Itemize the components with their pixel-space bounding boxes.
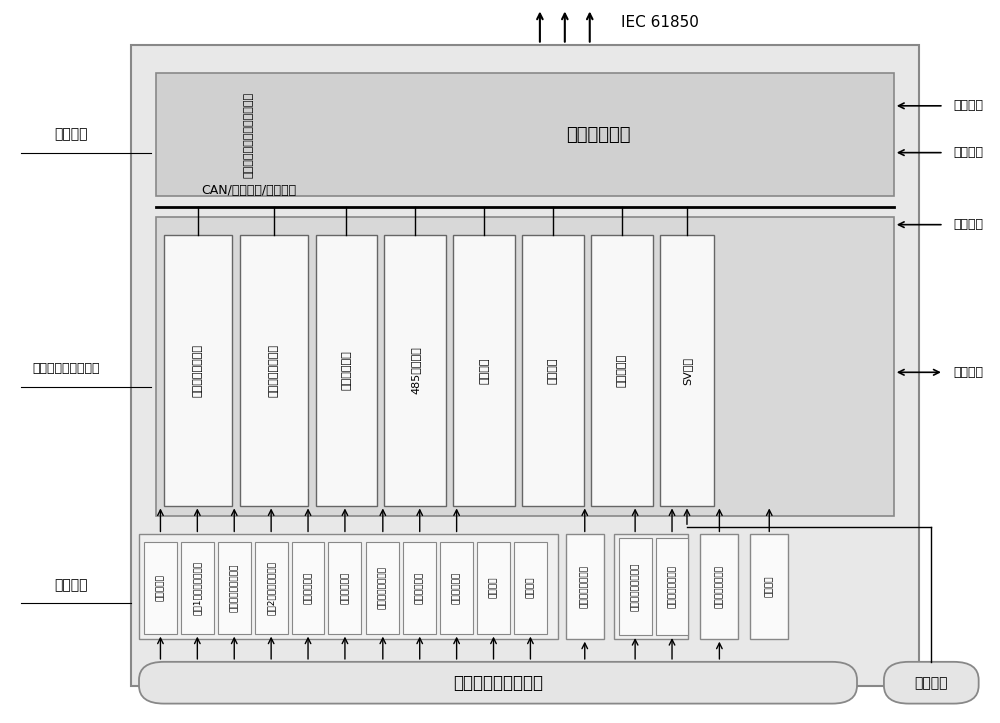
FancyBboxPatch shape	[884, 662, 979, 703]
FancyBboxPatch shape	[156, 74, 894, 196]
Text: 操动机构监测组件: 操动机构监测组件	[193, 344, 203, 397]
Text: 指示灯组件: 指示灯组件	[617, 354, 627, 387]
FancyBboxPatch shape	[660, 236, 714, 505]
FancyBboxPatch shape	[240, 236, 308, 505]
Text: 人机交互: 人机交互	[954, 366, 984, 379]
FancyBboxPatch shape	[566, 534, 604, 639]
FancyBboxPatch shape	[453, 236, 515, 505]
Text: 开入组件: 开入组件	[479, 357, 489, 384]
Text: 模型注入: 模型注入	[954, 146, 984, 159]
FancyBboxPatch shape	[477, 542, 510, 634]
Text: 断路器操作计数器: 断路器操作计数器	[668, 565, 677, 608]
Text: 合并单元: 合并单元	[915, 676, 948, 690]
FancyBboxPatch shape	[591, 236, 653, 505]
Text: 开出组件: 开出组件	[548, 357, 558, 384]
Text: 告警节点: 告警节点	[765, 576, 774, 597]
FancyBboxPatch shape	[144, 542, 177, 634]
FancyBboxPatch shape	[292, 542, 324, 634]
FancyBboxPatch shape	[656, 538, 688, 636]
Text: 机电流传感器: 机电流传感器	[304, 571, 313, 604]
FancyBboxPatch shape	[522, 236, 584, 505]
Text: 辅助节点: 辅助节点	[489, 577, 498, 599]
Text: 配置注入: 配置注入	[954, 218, 984, 231]
FancyBboxPatch shape	[131, 45, 919, 685]
Text: 直流监测组件: 直流监测组件	[341, 351, 351, 390]
Text: 分闸2线圈电流传感器: 分闸2线圈电流传感器	[267, 560, 276, 615]
Text: 信息管理: 信息管理	[54, 128, 88, 142]
Text: 分闸1线圈电流传感器: 分闸1线圈电流传感器	[193, 560, 202, 615]
Text: 辅助节点状态: 辅助节点状态	[340, 571, 349, 604]
Text: 控制回路电压传感器: 控制回路电压传感器	[631, 562, 640, 611]
FancyBboxPatch shape	[218, 542, 251, 634]
Text: 行程传感器: 行程传感器	[156, 574, 165, 601]
Text: SV组件: SV组件	[682, 356, 692, 385]
Text: 开关状态: 开关状态	[526, 577, 535, 599]
FancyBboxPatch shape	[750, 534, 788, 639]
FancyBboxPatch shape	[403, 542, 436, 634]
Text: 信号变送: 信号变送	[54, 578, 88, 591]
Text: 辅助节点状态: 辅助节点状态	[415, 571, 424, 604]
Text: CAN/高速串口/对时总线: CAN/高速串口/对时总线	[201, 184, 296, 197]
FancyBboxPatch shape	[366, 542, 399, 634]
Text: 断路器机械特性状态监测装置: 断路器机械特性状态监测装置	[244, 92, 254, 178]
FancyBboxPatch shape	[619, 538, 652, 636]
FancyBboxPatch shape	[514, 542, 547, 634]
FancyBboxPatch shape	[139, 534, 558, 639]
FancyBboxPatch shape	[700, 534, 738, 639]
FancyBboxPatch shape	[614, 534, 688, 639]
FancyBboxPatch shape	[164, 236, 232, 505]
FancyBboxPatch shape	[139, 662, 857, 703]
FancyBboxPatch shape	[328, 542, 361, 634]
FancyBboxPatch shape	[181, 542, 214, 634]
Text: 合闸线圈电流传感器: 合闸线圈电流传感器	[230, 563, 239, 612]
Text: 信息管理组件: 信息管理组件	[566, 126, 631, 144]
Text: 特性状态监测装置: 特性状态监测装置	[269, 344, 279, 397]
Text: 储能状态检修状态: 储能状态检修状态	[715, 565, 724, 608]
Text: 系统对时: 系统对时	[954, 99, 984, 112]
FancyBboxPatch shape	[316, 236, 377, 505]
FancyBboxPatch shape	[156, 218, 894, 516]
Text: 环境温湿度传感器: 环境温湿度传感器	[580, 565, 589, 608]
Text: 机电流传感器: 机电流传感器	[452, 571, 461, 604]
Text: IEC 61850: IEC 61850	[621, 15, 698, 30]
Text: 环境温湿度传感器: 环境温湿度传感器	[378, 566, 387, 609]
Text: 数据采集、分析诊断: 数据采集、分析诊断	[32, 362, 100, 375]
Text: 断路器本体一次设备: 断路器本体一次设备	[453, 674, 543, 692]
Text: 485监测组件: 485监测组件	[410, 346, 420, 394]
FancyBboxPatch shape	[440, 542, 473, 634]
FancyBboxPatch shape	[255, 542, 288, 634]
FancyBboxPatch shape	[384, 236, 446, 505]
